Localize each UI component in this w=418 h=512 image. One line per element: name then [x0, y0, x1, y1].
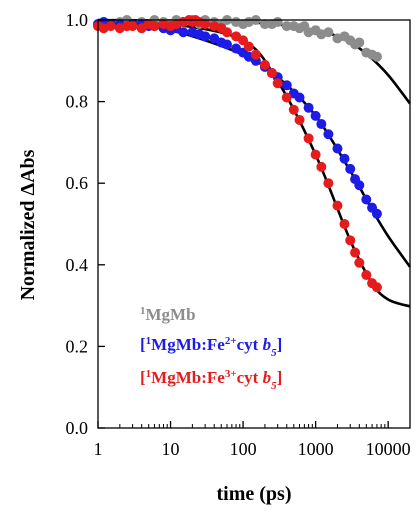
- data-point-series-1: [371, 208, 382, 219]
- legend-part-italic: b: [263, 335, 272, 354]
- legend-part-mid: MgMb:Fe: [151, 335, 225, 354]
- y-tick-label: 0.8: [66, 92, 89, 112]
- data-point-series-2: [350, 247, 361, 258]
- legend-part-post: ]: [277, 368, 283, 387]
- data-point-series-1: [316, 119, 327, 130]
- data-points: [93, 15, 382, 293]
- legend: 1MgMb[1MgMb:Fe2+cyt b5][1MgMb:Fe3+cyt b5…: [140, 305, 282, 392]
- data-point-series-2: [345, 235, 356, 246]
- legend-part-italic: b: [263, 368, 272, 387]
- data-point-series-1: [178, 27, 189, 38]
- data-point-series-2: [243, 41, 254, 52]
- data-point-series-2: [339, 219, 350, 229]
- data-point-series-2: [354, 257, 365, 268]
- legend-entry-2: [1MgMb:Fe3+cyt b5]: [140, 368, 282, 392]
- data-point-series-2: [221, 27, 232, 38]
- y-tick-label: 0.4: [66, 255, 89, 275]
- data-point-series-2: [200, 19, 211, 30]
- legend-part-mid: MgMb: [146, 305, 196, 324]
- data-point-series-2: [288, 104, 299, 115]
- legend-part-sup2: 3+: [225, 368, 237, 380]
- data-point-series-0: [323, 27, 334, 38]
- y-tick-label: 0.2: [66, 336, 89, 356]
- x-tick-label: 1: [94, 439, 103, 459]
- data-point-series-2: [105, 21, 116, 32]
- data-point-series-2: [371, 282, 382, 293]
- x-tick-label: 10000: [366, 439, 411, 459]
- x-axis-label: time (ps): [217, 483, 292, 505]
- data-point-series-1: [303, 102, 314, 113]
- data-point-series-2: [310, 149, 321, 160]
- plot-frame: [97, 19, 411, 429]
- data-point-series-2: [259, 59, 270, 70]
- data-point-series-1: [221, 39, 232, 50]
- legend-entry-0: 1MgMb: [140, 305, 196, 324]
- axes: 0.0 0.2 0.4 0.6 0.8 1.0 1 10 100 1000 10000: [66, 10, 411, 459]
- data-point-series-2: [127, 21, 138, 32]
- legend-part-post: ]: [277, 335, 283, 354]
- data-point-series-2: [250, 49, 261, 60]
- x-tick-label: 10: [162, 439, 180, 459]
- y-tick-label: 1.0: [66, 10, 89, 30]
- data-point-series-0: [281, 21, 292, 32]
- data-point-series-1: [354, 180, 365, 191]
- y-axis-label: Normalized ΔAbs: [17, 149, 39, 300]
- data-point-series-2: [266, 68, 277, 79]
- data-point-series-2: [316, 161, 327, 172]
- data-point-series-1: [310, 110, 321, 121]
- data-point-series-1: [339, 153, 350, 164]
- data-point-series-2: [272, 78, 283, 89]
- y-tick-label: 0.6: [66, 173, 89, 193]
- legend-entry-1: [1MgMb:Fe2+cyt b5]: [140, 335, 282, 359]
- data-point-series-0: [371, 51, 382, 62]
- legend-part-sup2: 2+: [225, 335, 237, 347]
- data-point-series-1: [281, 80, 292, 91]
- data-point-series-2: [323, 178, 334, 189]
- legend-part-pre: [: [140, 368, 146, 387]
- data-point-series-0: [354, 37, 365, 48]
- legend-part-pre: [: [140, 335, 146, 354]
- data-point-series-1: [361, 194, 372, 205]
- x-tick-label: 100: [230, 439, 257, 459]
- data-point-series-1: [345, 163, 356, 174]
- legend-part-sup: 1: [146, 368, 152, 380]
- data-point-series-1: [332, 143, 343, 154]
- legend-part-sup: 1: [140, 305, 146, 317]
- data-point-series-2: [149, 21, 160, 32]
- data-point-series-2: [281, 92, 292, 103]
- data-point-series-2: [303, 133, 314, 144]
- data-point-series-0: [259, 19, 270, 30]
- data-point-series-1: [323, 129, 334, 140]
- data-point-series-1: [200, 31, 211, 42]
- data-point-series-2: [332, 200, 343, 211]
- y-tick-label: 0.0: [66, 418, 89, 438]
- legend-part-after: cyt: [237, 335, 263, 354]
- legend-part-mid: MgMb:Fe: [151, 368, 225, 387]
- legend-part-sup: 1: [146, 335, 152, 347]
- x-tick-label: 1000: [298, 439, 334, 459]
- legend-part-after: cyt: [237, 368, 263, 387]
- data-point-series-2: [294, 114, 305, 125]
- data-point-series-2: [361, 270, 372, 280]
- data-point-series-0: [272, 17, 283, 28]
- legend-part-sub: 5: [271, 380, 277, 392]
- legend-part-sub: 5: [271, 347, 277, 359]
- data-point-series-1: [294, 92, 305, 103]
